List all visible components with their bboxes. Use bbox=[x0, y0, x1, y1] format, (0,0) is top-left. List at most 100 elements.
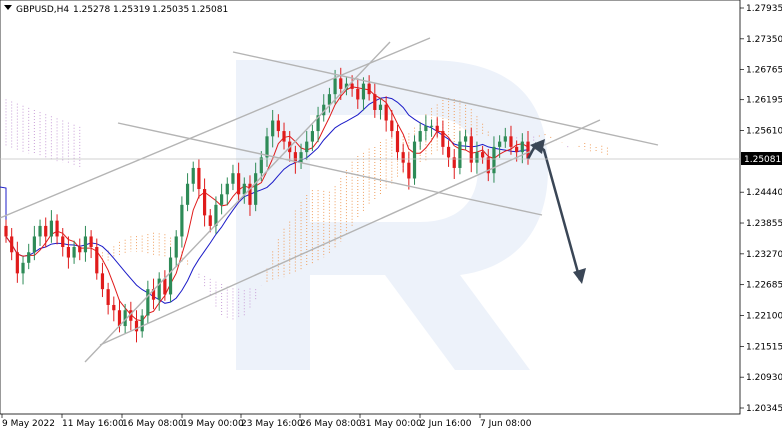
y-tick-label: 1.20345 bbox=[746, 404, 782, 414]
candle-body bbox=[344, 83, 349, 89]
candle-body bbox=[361, 83, 366, 100]
candle-body bbox=[481, 152, 485, 158]
candle-body bbox=[140, 315, 144, 332]
candle-body bbox=[214, 204, 218, 226]
candle-body bbox=[367, 83, 371, 95]
x-tick-label: 2 Jun 16:00 bbox=[420, 419, 472, 429]
y-axis: 1.27935 1.27350 1.26765 1.26195 1.25610 1.244… bbox=[740, 4, 782, 414]
candle-body bbox=[310, 131, 314, 142]
candle-body bbox=[237, 173, 241, 195]
candle-body bbox=[424, 125, 428, 132]
candle-body bbox=[44, 225, 48, 237]
candle-body bbox=[202, 189, 207, 216]
open-value: 1.25278 bbox=[73, 5, 110, 15]
candle-body bbox=[435, 125, 439, 132]
candle-body bbox=[271, 120, 275, 137]
candle-body bbox=[95, 246, 99, 274]
trend-lines bbox=[0, 37, 659, 363]
x-tick-label: 23 May 16:00 bbox=[241, 419, 303, 429]
candle-body bbox=[407, 162, 411, 179]
candle-body bbox=[146, 289, 150, 316]
candle-body bbox=[38, 225, 42, 237]
candle-body bbox=[49, 220, 53, 237]
candle-body bbox=[276, 120, 280, 132]
kijun-sen-line bbox=[0, 96, 529, 304]
current-price-label: 1.25081 bbox=[741, 152, 782, 165]
candle-body bbox=[515, 146, 519, 153]
candle-body bbox=[446, 146, 451, 158]
candle-body bbox=[174, 236, 178, 258]
candle-body bbox=[373, 94, 377, 110]
candle-body bbox=[339, 78, 343, 89]
arrow-head-down bbox=[573, 268, 586, 284]
candle-body bbox=[220, 194, 224, 205]
trend-line-1 bbox=[0, 37, 431, 219]
x-tick-label: 7 Jun 08:00 bbox=[480, 419, 532, 429]
candle-body bbox=[151, 289, 156, 300]
candle-body bbox=[299, 152, 303, 163]
candle-body bbox=[225, 183, 229, 195]
trend-line-3 bbox=[117, 122, 543, 216]
y-tick-label: 1.20930 bbox=[746, 373, 782, 383]
candle-body bbox=[333, 78, 337, 95]
candle-body bbox=[378, 104, 383, 110]
candle-body bbox=[395, 131, 400, 153]
candle-body bbox=[61, 236, 65, 247]
candle-body bbox=[316, 115, 320, 132]
x-tick-label: 31 May 00:00 bbox=[360, 419, 422, 429]
candle-body bbox=[168, 257, 173, 295]
candle-body bbox=[100, 273, 105, 290]
candle-body bbox=[112, 304, 116, 311]
y-tick-label: 1.26765 bbox=[746, 66, 782, 76]
candle-body bbox=[469, 136, 473, 163]
y-tick-label: 1.23270 bbox=[746, 250, 782, 260]
candle-body bbox=[509, 136, 513, 147]
x-tick-label: 26 May 08:00 bbox=[300, 419, 362, 429]
candle-body bbox=[293, 152, 297, 163]
candle-body bbox=[21, 262, 25, 274]
candle-body bbox=[452, 157, 456, 168]
y-tick-label: 1.21515 bbox=[746, 342, 782, 352]
candle-body bbox=[4, 225, 8, 237]
header: GBPUSD,H4 1.25278 1.25319 1.25035 1.2508… bbox=[4, 5, 228, 15]
candle-body bbox=[390, 120, 394, 132]
candle-body bbox=[412, 141, 417, 179]
candle-body bbox=[185, 183, 190, 205]
y-tick-label: 1.26195 bbox=[746, 96, 782, 106]
candle-body bbox=[55, 220, 59, 237]
candle-body bbox=[27, 252, 31, 263]
candle-body bbox=[106, 289, 110, 305]
candle-body bbox=[117, 310, 122, 327]
candle-body bbox=[123, 310, 127, 327]
candle-body bbox=[231, 173, 235, 184]
candle-body bbox=[89, 236, 93, 247]
candle-body bbox=[180, 204, 184, 237]
candle-body bbox=[458, 141, 462, 168]
candle-body bbox=[10, 236, 14, 253]
arrow-head-up bbox=[530, 139, 545, 154]
candle-body bbox=[83, 236, 88, 253]
y-tick-label: 1.24440 bbox=[746, 188, 782, 198]
dropdown-icon[interactable] bbox=[4, 5, 12, 10]
candle-body bbox=[463, 136, 468, 142]
candle-body bbox=[157, 278, 161, 300]
y-tick-label: 1.27935 bbox=[746, 4, 782, 14]
candle-body bbox=[486, 157, 490, 174]
candle-body bbox=[429, 125, 434, 127]
candle-body bbox=[384, 104, 388, 121]
candle-body bbox=[129, 310, 133, 321]
plot-area bbox=[0, 0, 741, 415]
candle-body bbox=[498, 141, 502, 147]
candle-body bbox=[191, 167, 195, 184]
candle-body bbox=[163, 278, 167, 295]
candle-body bbox=[66, 246, 71, 258]
y-tick-label: 1.22685 bbox=[746, 281, 782, 291]
current-price-text: 1.25081 bbox=[744, 155, 781, 165]
candle-body bbox=[418, 131, 422, 142]
candle-body bbox=[134, 320, 139, 332]
candle-body bbox=[265, 136, 269, 158]
candle-body bbox=[259, 157, 263, 174]
candle-body bbox=[15, 252, 19, 274]
candle-body bbox=[401, 152, 405, 163]
